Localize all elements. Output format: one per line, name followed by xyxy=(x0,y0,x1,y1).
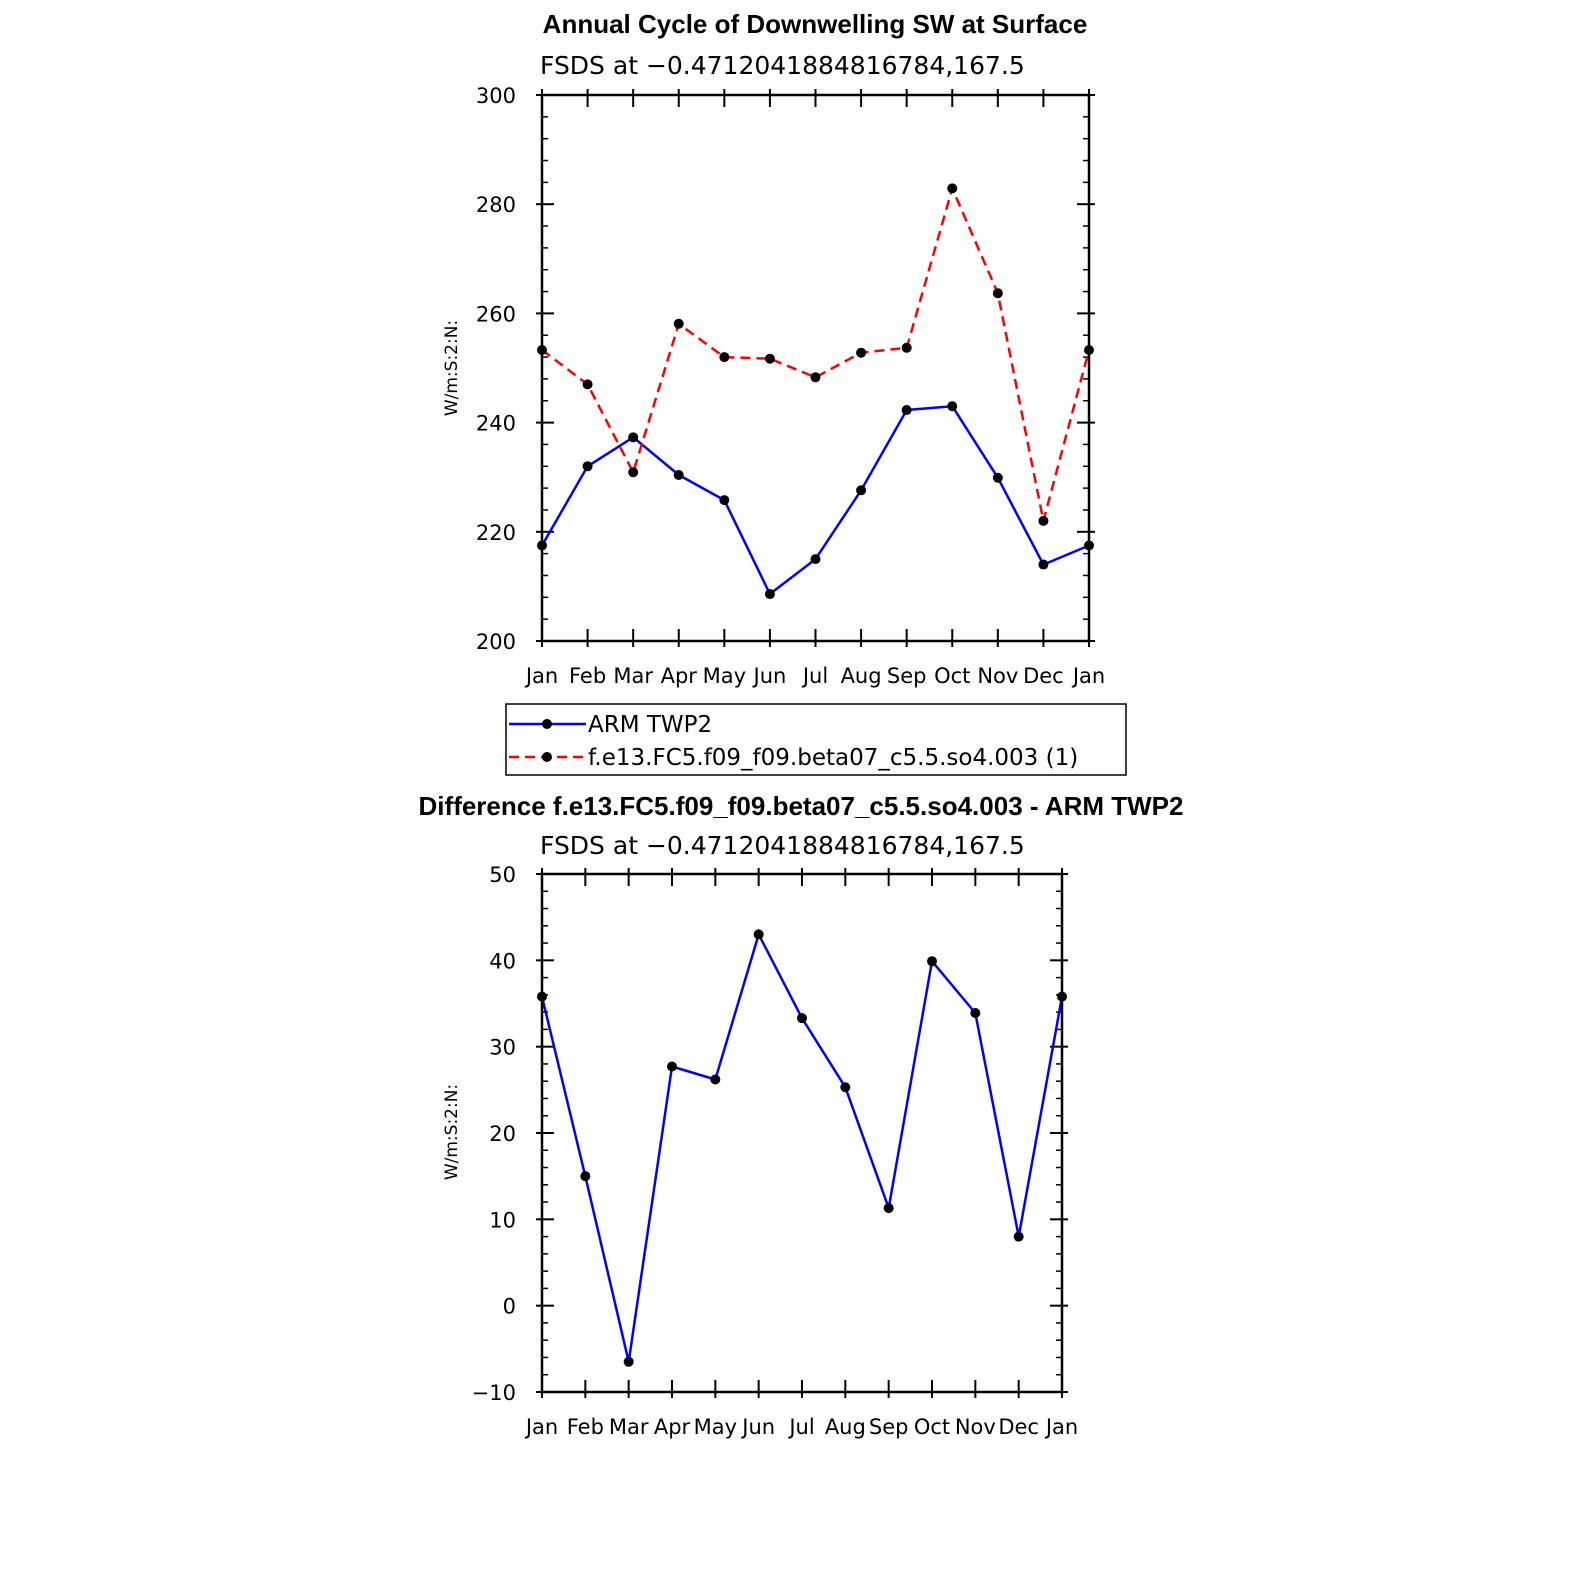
bottom-chart-title: Difference f.e13.FC5.f09_f09.beta07_c5.5… xyxy=(419,791,1184,821)
bottom-series-0-point xyxy=(710,1074,721,1085)
bottom-series-0-point xyxy=(970,1007,981,1018)
top-series-0-point xyxy=(1038,559,1049,570)
bottom-x-tick-label: Jan xyxy=(1044,1415,1078,1439)
bottom-series-0-point xyxy=(840,1082,851,1093)
top-x-tick-label: Jan xyxy=(524,664,558,688)
bottom-x-tick-label: Jul xyxy=(787,1415,814,1439)
bottom-y-tick-label: 0 xyxy=(503,1295,516,1319)
bottom-series-0-point xyxy=(580,1171,591,1182)
legend-marker-model xyxy=(542,752,552,762)
top-x-tick-label: Jun xyxy=(752,664,787,688)
top-series-0-point xyxy=(582,461,593,472)
top-series-line-0 xyxy=(540,404,1090,596)
top-series-1-point xyxy=(673,318,684,329)
top-y-tick-label: 280 xyxy=(476,193,516,217)
top-x-tick-label: Apr xyxy=(661,664,698,688)
legend-marker-arm-twp2 xyxy=(542,719,552,729)
top-y-tick-label: 260 xyxy=(476,302,516,326)
bottom-x-tick-label: Feb xyxy=(567,1415,604,1439)
bottom-series-line-0 xyxy=(540,933,1064,1364)
bottom-x-tick-label: Sep xyxy=(869,1415,909,1439)
top-chart-plot-frame xyxy=(540,93,1091,643)
top-series-0-point xyxy=(947,401,958,412)
bottom-series-0-point xyxy=(1013,1231,1024,1242)
top-y-tick-label: 200 xyxy=(476,630,516,654)
top-series-0-point xyxy=(901,405,912,416)
top-series-1-point xyxy=(992,288,1003,299)
bottom-x-tick-label: Nov xyxy=(955,1415,996,1439)
top-series-1-point xyxy=(764,353,775,364)
top-x-tick-label: Jan xyxy=(1071,664,1105,688)
bottom-y-tick-label: 50 xyxy=(489,863,516,887)
bottom-series-0-point xyxy=(927,956,937,967)
top-chart-y-axis-label: W/m:S:2:N: xyxy=(442,320,462,416)
top-x-tick-label: Mar xyxy=(613,664,653,688)
top-series-0-point xyxy=(628,432,639,443)
bottom-y-tick-label: 30 xyxy=(489,1036,516,1060)
top-x-tick-label: Oct xyxy=(934,664,970,688)
bottom-x-tick-label: Apr xyxy=(654,1415,691,1439)
top-chart-title: Annual Cycle of Downwelling SW at Surfac… xyxy=(543,9,1088,39)
top-x-tick-label: Dec xyxy=(1023,664,1064,688)
top-y-tick-label: 220 xyxy=(476,521,516,545)
bottom-chart-y-axis-label: W/m:S:2:N: xyxy=(442,1084,462,1180)
bottom-series-0-point xyxy=(667,1061,677,1072)
top-series-1-point xyxy=(1038,515,1049,526)
top-series-0-point xyxy=(764,589,775,600)
legend-box xyxy=(505,703,1127,776)
top-series-0-point xyxy=(992,472,1003,483)
top-x-tick-label: Nov xyxy=(977,664,1018,688)
top-series-0-point xyxy=(673,470,684,481)
legend: ARM TWP2 f.e13.FC5.f09_f09.beta07_c5.5.s… xyxy=(505,703,1127,776)
top-series-1-point xyxy=(582,379,593,390)
bottom-y-tick-label: 40 xyxy=(489,949,516,973)
bottom-chart-axes: −10 0 10 20 30 40 50 Jan Feb Mar Apr May Jun Jul Aug Se… xyxy=(472,863,1079,1439)
top-series-1-point xyxy=(947,183,958,194)
bottom-x-tick-label: Oct xyxy=(914,1415,950,1439)
bottom-x-tick-label: Jan xyxy=(524,1415,558,1439)
top-chart-axes: 200 220 240 260 280 300 Jan Feb Mar Apr May Jun Jul A… xyxy=(476,84,1105,688)
bottom-series-0-point xyxy=(797,1013,807,1024)
top-x-tick-label: May xyxy=(703,664,746,688)
top-series-1-point xyxy=(901,342,912,353)
bottom-chart-subtitle: FSDS at −0.4712041884816784,167.5 xyxy=(540,831,1025,860)
bottom-series-0-point xyxy=(623,1356,634,1367)
top-y-tick-label: 240 xyxy=(476,412,516,436)
legend-entry-model: f.e13.FC5.f09_f09.beta07_c5.5.so4.003 (1… xyxy=(509,745,1078,771)
top-chart-series xyxy=(537,183,1094,600)
top-chart-subtitle: FSDS at −0.4712041884816784,167.5 xyxy=(540,51,1025,80)
top-series-1-point xyxy=(810,372,821,383)
legend-entry-arm-twp2: ARM TWP2 xyxy=(509,712,712,738)
top-series-0-point xyxy=(810,554,821,565)
bottom-y-tick-label: 20 xyxy=(489,1122,516,1146)
bottom-x-tick-label: Mar xyxy=(609,1415,649,1439)
bottom-chart-series xyxy=(537,929,1067,1367)
top-series-0-point xyxy=(856,485,867,496)
top-x-tick-label: Jul xyxy=(801,664,828,688)
bottom-x-tick-label: Dec xyxy=(998,1415,1039,1439)
top-x-tick-label: Aug xyxy=(841,664,882,688)
bottom-chart-panel: Difference f.e13.FC5.f09_f09.beta07_c5.5… xyxy=(419,791,1184,1439)
top-series-1-point xyxy=(719,352,730,363)
top-y-tick-label: 300 xyxy=(476,84,516,108)
bottom-y-tick-label: −10 xyxy=(472,1381,516,1405)
legend-label-model: f.e13.FC5.f09_f09.beta07_c5.5.so4.003 (1… xyxy=(588,745,1078,771)
top-series-1-point xyxy=(628,467,639,478)
bottom-chart-plot-frame xyxy=(540,872,1064,1394)
top-series-line-1 xyxy=(541,187,1091,523)
bottom-x-tick-label: Aug xyxy=(825,1415,866,1439)
bottom-y-tick-label: 10 xyxy=(489,1208,516,1232)
bottom-x-tick-label: Jun xyxy=(740,1415,775,1439)
top-series-1-point xyxy=(856,347,867,358)
top-x-tick-label: Feb xyxy=(569,664,606,688)
top-x-tick-label: Sep xyxy=(887,664,927,688)
bottom-x-tick-label: May xyxy=(694,1415,737,1439)
bottom-series-0-point xyxy=(883,1203,894,1214)
top-chart-panel: Annual Cycle of Downwelling SW at Surfac… xyxy=(442,9,1105,688)
top-series-0-point xyxy=(719,495,730,506)
legend-label-arm-twp2: ARM TWP2 xyxy=(588,712,712,738)
bottom-series-0-point xyxy=(753,929,764,940)
